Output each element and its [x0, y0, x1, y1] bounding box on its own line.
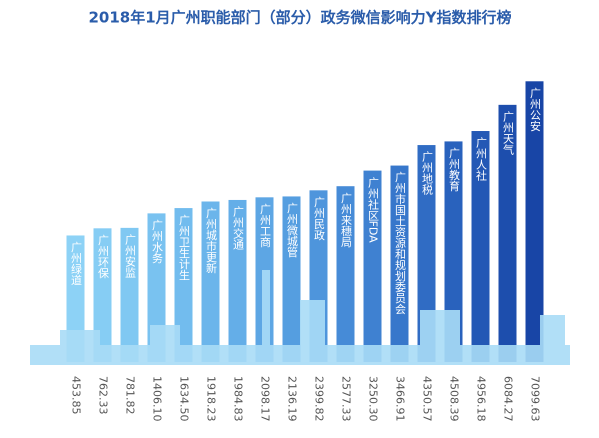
- bar: [93, 228, 112, 362]
- category-label: 广州城市更新: [205, 207, 218, 273]
- value-label: 1984.83: [232, 376, 245, 422]
- value-label: 6084.27: [502, 376, 515, 422]
- category-label: 广州教育: [448, 147, 461, 192]
- bar: [471, 131, 490, 362]
- category-label: 广州微城管: [286, 202, 299, 258]
- value-label: 762.33: [97, 376, 110, 415]
- value-label: 3466.91: [394, 376, 407, 422]
- value-label: 2399.82: [313, 376, 326, 422]
- bar: [174, 208, 193, 362]
- bar: [444, 141, 463, 362]
- bar: [417, 145, 436, 362]
- category-label: 广州社区FDA: [367, 176, 380, 243]
- value-label: 2136.19: [286, 376, 299, 422]
- bar: [363, 170, 382, 362]
- bar: [498, 104, 517, 362]
- category-label: 广州来穗局: [340, 192, 353, 248]
- value-label: 4508.39: [448, 376, 461, 422]
- category-label: 广州天气: [502, 111, 515, 155]
- value-label: 4350.57: [421, 376, 434, 422]
- value-label: 2577.33: [340, 376, 353, 422]
- bar: [201, 201, 220, 362]
- category-label: 广州交通: [232, 206, 245, 250]
- value-label: 2098.17: [259, 376, 272, 422]
- bar: [282, 196, 301, 362]
- chart-title: 2018年1月广州职能部门（部分）政务微信影响力Y指数排行榜: [88, 9, 511, 27]
- category-label: 广州水务: [151, 219, 164, 263]
- category-label: 广州环保: [97, 234, 110, 279]
- bar: [336, 186, 355, 362]
- value-label: 1406.10: [151, 376, 164, 422]
- value-label: 1634.50: [178, 376, 191, 422]
- bar: [120, 227, 139, 362]
- category-label: 广州公安: [529, 87, 542, 132]
- value-label: 1918.23: [205, 376, 218, 422]
- value-label: 3250.30: [367, 376, 380, 422]
- value-label: 781.82: [124, 376, 137, 415]
- bar: [228, 199, 247, 362]
- category-label: 广州市国土资源和规划委员会: [394, 171, 407, 314]
- category-label: 广州安监: [124, 234, 137, 278]
- category-label: 广州卫生计生: [178, 214, 191, 280]
- value-label: 7099.63: [529, 376, 542, 422]
- category-label: 广州地税: [421, 151, 434, 195]
- category-label: 广州工商: [259, 203, 272, 248]
- bar: [147, 213, 166, 362]
- bar: [525, 81, 544, 363]
- category-label: 广州绿道: [70, 241, 83, 285]
- value-label: 453.85: [70, 376, 83, 415]
- category-label: 广州人社: [475, 137, 488, 182]
- category-label: 广州民政: [313, 196, 326, 241]
- skyline: [30, 270, 570, 365]
- bar: [390, 165, 409, 362]
- value-label: 4956.18: [475, 376, 488, 422]
